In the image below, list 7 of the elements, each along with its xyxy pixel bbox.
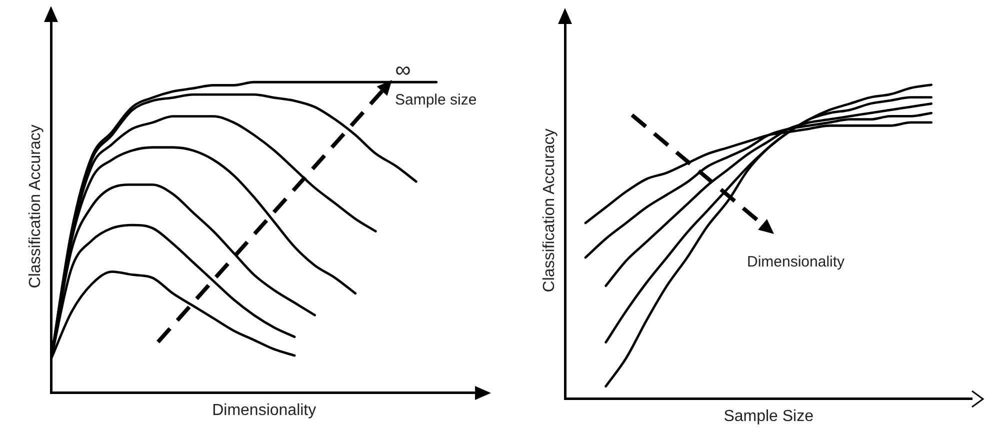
annotation: Sample size — [395, 92, 477, 108]
x-axis-title: Dimensionality — [212, 402, 316, 419]
annotation: Dimensionality — [747, 254, 845, 270]
y-axis-title: Classification Accuracy — [541, 128, 558, 292]
y-axis-title: Classification Accuracy — [27, 124, 44, 288]
text: ∞ — [395, 57, 411, 82]
x-axis-title: Sample Size — [724, 408, 814, 425]
